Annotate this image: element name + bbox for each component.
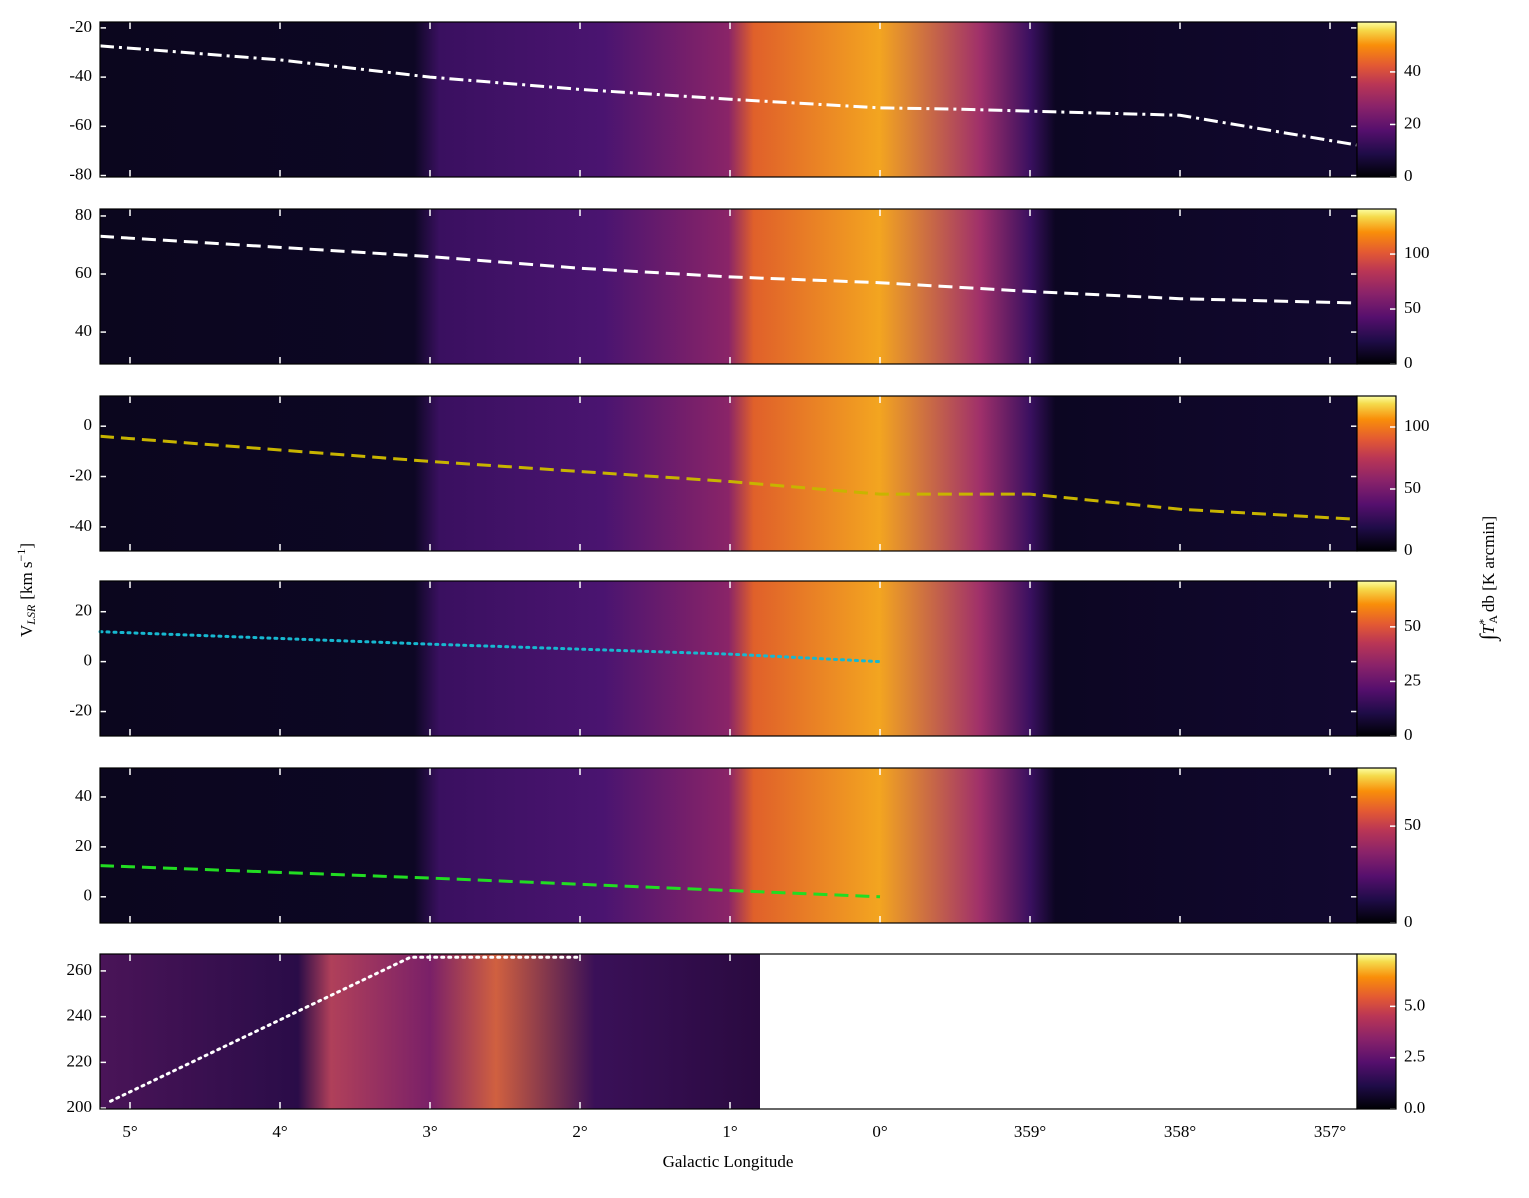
- colorbar-frame: [1356, 580, 1397, 737]
- colorbar-tick-label: 25: [1404, 670, 1421, 689]
- colorbar-tick-label: 0: [1404, 353, 1413, 372]
- y-tick-label: -80: [69, 164, 92, 183]
- cbar-label-int: ∫: [1475, 632, 1501, 642]
- colorbar: [1357, 209, 1396, 364]
- x-axis-label: Galactic Longitude: [663, 1152, 794, 1171]
- colorbar: [1357, 581, 1396, 736]
- y-label-end: ]: [17, 543, 36, 549]
- pv-image: [100, 581, 1357, 736]
- y-tick-label: 0: [84, 651, 93, 670]
- colorbar: [1357, 396, 1396, 551]
- y-tick-label: -20: [69, 17, 92, 36]
- cbar-label-main: T: [1479, 623, 1498, 634]
- colorbar-frame: [1356, 767, 1397, 924]
- x-tick-label: 4°: [272, 1122, 287, 1141]
- colorbar: [1357, 768, 1396, 923]
- series-line: [99, 234, 1358, 305]
- y-label-sup: −1: [14, 549, 28, 562]
- y-tick-label: 240: [67, 1006, 93, 1025]
- colorbar-tick-label: 100: [1404, 416, 1430, 435]
- colorbar-tick-label: 0: [1404, 540, 1413, 559]
- y-tick-label: 40: [75, 321, 92, 340]
- colorbar-tick-label: 0: [1404, 725, 1413, 744]
- series-line: [109, 955, 582, 1103]
- x-tick-label: 0°: [872, 1122, 887, 1141]
- y-tick-label: -20: [69, 700, 92, 719]
- y-tick-label: 0: [84, 886, 93, 905]
- y-tick-label: -40: [69, 66, 92, 85]
- pv-image: [100, 209, 1357, 364]
- colorbar-tick-label: 50: [1404, 298, 1421, 317]
- colorbar-tick-label: 20: [1404, 113, 1421, 132]
- y-label-unit: [km s: [17, 561, 36, 599]
- y-tick-label: -20: [69, 465, 92, 484]
- colorbar-frame: [1356, 953, 1397, 1110]
- colorbar-label: ∫T*Adb [K arcmin]: [1475, 516, 1501, 642]
- y-tick-label: 80: [75, 205, 92, 224]
- colorbar-tick-label: 0: [1404, 912, 1413, 931]
- colorbar-frame: [1356, 208, 1397, 365]
- colorbar-tick-label: 100: [1404, 243, 1430, 262]
- cbar-label-rest: db [K arcmin]: [1479, 516, 1498, 612]
- colorbar-tick-label: 5.0: [1404, 995, 1425, 1014]
- cbar-label-sub: A: [1486, 615, 1500, 624]
- y-tick-label: -40: [69, 516, 92, 535]
- x-tick-label: 2°: [572, 1122, 587, 1141]
- x-tick-label: 3°: [422, 1122, 437, 1141]
- x-tick-label: 359°: [1014, 1122, 1046, 1141]
- y-tick-label: -60: [69, 115, 92, 134]
- y-tick-label: 60: [75, 263, 92, 282]
- series-line: [99, 434, 1358, 521]
- pv-image: [100, 768, 1357, 923]
- pv-image: [100, 396, 1357, 551]
- colorbar-frame: [1356, 395, 1397, 552]
- x-tick-label: 357°: [1314, 1122, 1346, 1141]
- colorbar-tick-label: 50: [1404, 616, 1421, 635]
- y-label-sub: LSR: [24, 604, 38, 626]
- y-tick-label: 220: [67, 1051, 93, 1070]
- y-label-main: V: [17, 624, 36, 637]
- y-tick-label: 40: [75, 786, 92, 805]
- colorbar-frame: [1356, 21, 1397, 178]
- colorbar-tick-label: 50: [1404, 478, 1421, 497]
- series-line: [99, 44, 1358, 147]
- y-tick-label: 20: [75, 601, 92, 620]
- colorbar-tick-label: 2.5: [1404, 1047, 1425, 1066]
- y-axis-label: VLSR [km s−1]: [14, 543, 38, 637]
- cbar-label-sup: *: [1476, 619, 1490, 625]
- y-tick-label: 0: [84, 415, 93, 434]
- x-tick-label: 358°: [1164, 1122, 1196, 1141]
- colorbar-tick-label: 40: [1404, 61, 1421, 80]
- colorbar: [1357, 22, 1396, 177]
- x-tick-label: 5°: [122, 1122, 137, 1141]
- y-tick-label: 260: [67, 960, 93, 979]
- y-tick-label: 20: [75, 836, 92, 855]
- colorbar-tick-label: 0: [1404, 166, 1413, 185]
- y-tick-label: 200: [67, 1097, 93, 1116]
- colorbar-tick-label: 0.0: [1404, 1098, 1425, 1117]
- pv-image: [100, 954, 760, 1109]
- series-line: [99, 864, 881, 899]
- colorbar-tick-label: 50: [1404, 815, 1421, 834]
- x-tick-label: 1°: [722, 1122, 737, 1141]
- colorbar: [1357, 954, 1396, 1109]
